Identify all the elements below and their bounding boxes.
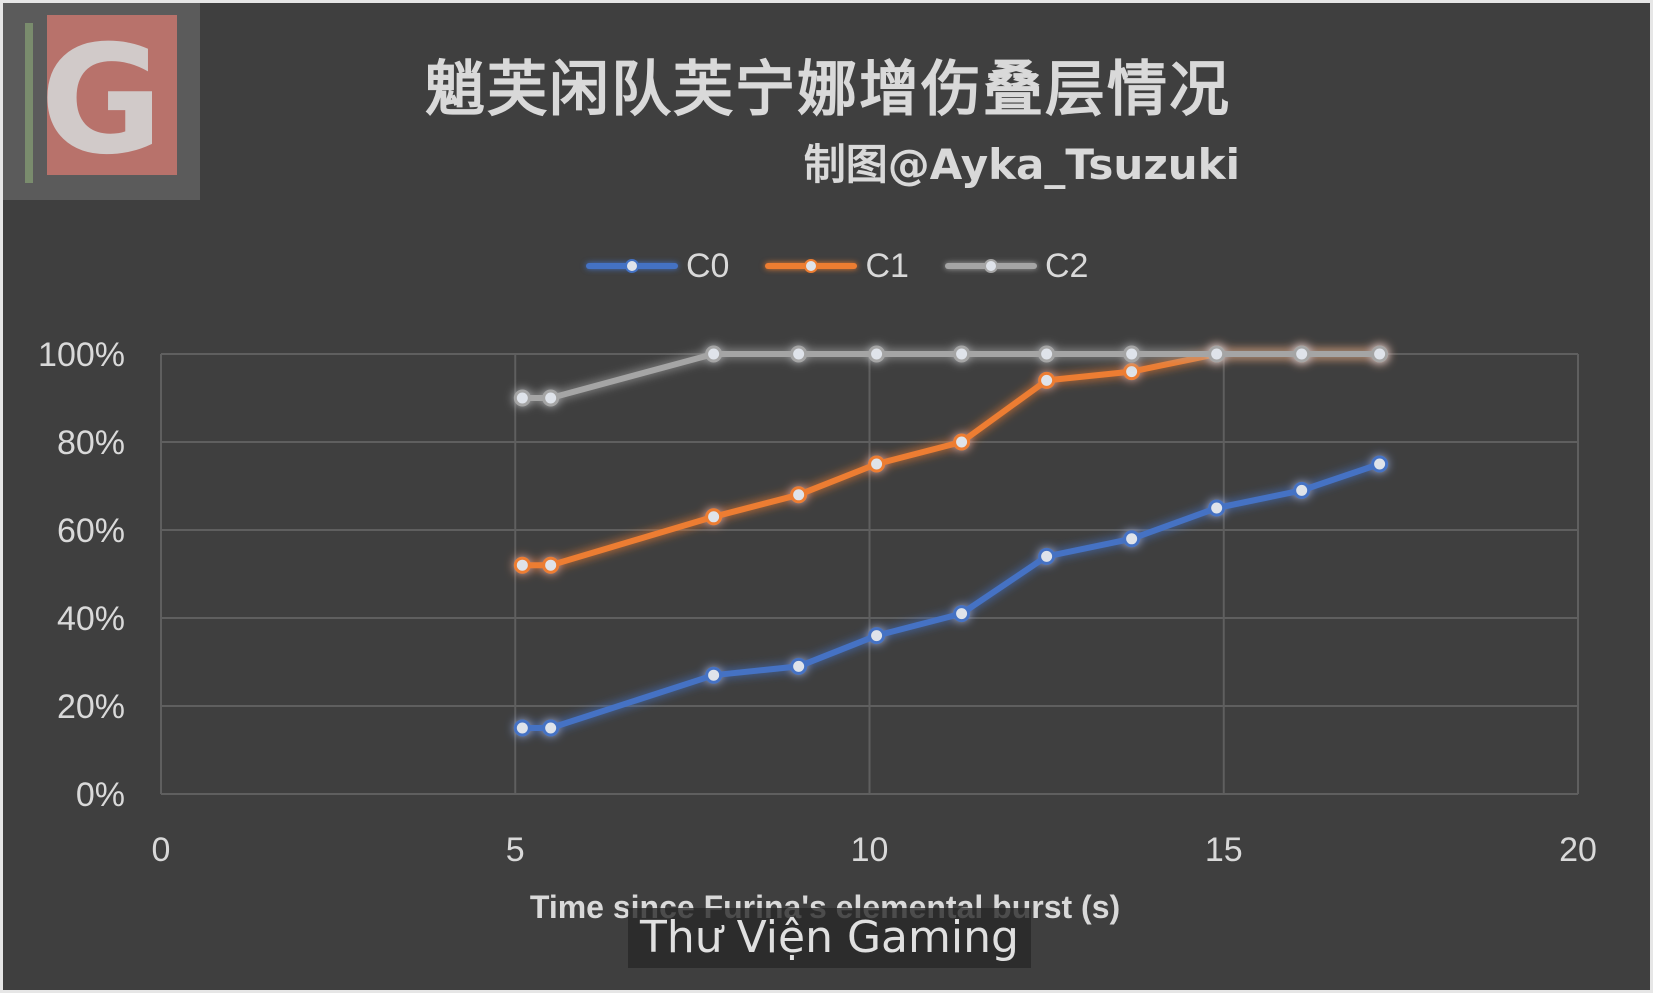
- data-point-c1: [868, 455, 886, 473]
- data-point-c2: [542, 389, 560, 407]
- x-tick-label: 10: [851, 831, 889, 869]
- data-point-c0: [790, 657, 808, 675]
- legend-entry-c1: C1: [765, 246, 909, 286]
- x-tick-label: 20: [1559, 831, 1597, 869]
- y-tick-label: 0%: [76, 776, 125, 814]
- logo-edge: [25, 23, 33, 183]
- data-point-c2: [1038, 345, 1056, 363]
- data-point-c2: [868, 345, 886, 363]
- legend-marker-c1: [804, 259, 819, 273]
- data-point-c2: [953, 345, 971, 363]
- watermark: Thư Viện Gaming: [628, 908, 1031, 968]
- legend-entry-c0: C0: [586, 247, 729, 286]
- data-point-c0: [868, 627, 886, 645]
- data-point-c0: [1371, 455, 1389, 473]
- logo-plate: [47, 15, 177, 175]
- data-point-c2: [1208, 345, 1226, 363]
- data-point-c2: [513, 389, 531, 407]
- logo-letter: G: [39, 14, 164, 188]
- y-tick-label: 60%: [57, 512, 125, 550]
- data-point-c0: [513, 719, 531, 737]
- x-tick-label: 5: [506, 831, 525, 869]
- series-line-c1: [519, 351, 1383, 569]
- legend-entry-c2: C2: [944, 246, 1089, 286]
- data-point-c1: [513, 556, 531, 574]
- data-point-c2: [1123, 345, 1141, 363]
- series-line-c0: [519, 461, 1383, 731]
- line-chart: 0%20%40%60%80%100%0 5 10 15 20 Time since Fu…: [38, 336, 1597, 925]
- legend-label-c1: C1: [865, 246, 909, 285]
- g-logo: G: [3, 3, 200, 200]
- data-point-c2: [1293, 345, 1311, 363]
- data-point-c1: [705, 508, 723, 526]
- legend-marker-c0: [625, 259, 639, 273]
- series-c2: [513, 345, 1389, 407]
- data-point-c2: [705, 345, 723, 363]
- y-tick-label: 100%: [38, 336, 125, 374]
- chart-subtitle: 制图@Ayka_Tsuzuki: [803, 140, 1240, 189]
- data-point-c1: [1123, 363, 1141, 381]
- series-line-c2: [519, 351, 1383, 401]
- data-point-c1: [1038, 371, 1056, 389]
- x-tick-label: 0: [152, 831, 171, 869]
- data-point-c0: [953, 605, 971, 623]
- legend-label-c2: C2: [1044, 246, 1089, 285]
- legend-marker-c2: [983, 259, 998, 273]
- data-point-c0: [1038, 547, 1056, 565]
- legend-swatch-c2: [944, 259, 1037, 273]
- y-tick-label: 80%: [57, 424, 125, 462]
- data-point-c1: [542, 556, 560, 574]
- y-tick-label: 40%: [57, 600, 125, 638]
- data-point-c2: [1371, 345, 1389, 363]
- legend-swatch-c1: [765, 259, 858, 273]
- y-tick-label: 20%: [57, 688, 125, 726]
- chart-title: 魈芙闲队芙宁娜增伤叠层情况: [425, 55, 1231, 125]
- legend: C0 C1 C2: [586, 241, 1124, 291]
- data-point-c0: [1208, 499, 1226, 517]
- data-point-c1: [953, 433, 971, 451]
- data-point-c0: [705, 666, 723, 684]
- data-point-c0: [1293, 481, 1311, 499]
- x-tick-label: 15: [1205, 831, 1243, 869]
- legend-label-c0: C0: [686, 246, 730, 285]
- series-c1: [513, 345, 1389, 574]
- data-point-c2: [790, 345, 808, 363]
- data-point-c0: [1123, 530, 1141, 548]
- legend-swatch-c0: [586, 259, 678, 273]
- data-point-c0: [542, 719, 560, 737]
- data-point-c1: [790, 486, 808, 504]
- series-c0: [513, 455, 1389, 737]
